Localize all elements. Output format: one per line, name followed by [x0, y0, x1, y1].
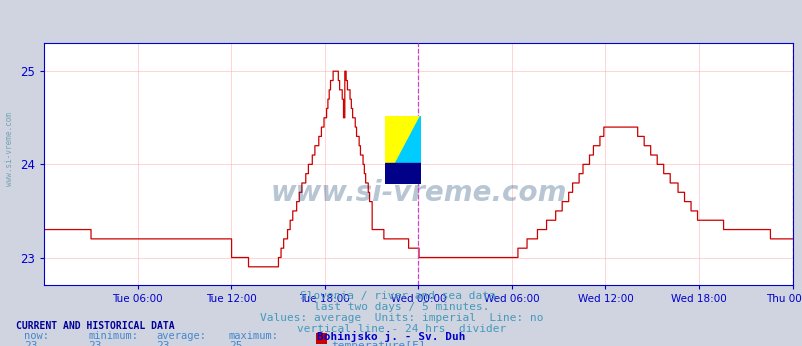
Text: 23: 23 — [24, 341, 38, 346]
Text: www.si-vreme.com: www.si-vreme.com — [269, 180, 566, 207]
Text: 23: 23 — [88, 341, 102, 346]
Text: now:: now: — [24, 331, 49, 342]
Text: Bohinjsko j. - Sv. Duh: Bohinjsko j. - Sv. Duh — [317, 331, 465, 343]
Text: 23: 23 — [156, 341, 170, 346]
Text: Slovenia / river and sea data.: Slovenia / river and sea data. — [300, 291, 502, 301]
Text: Values: average  Units: imperial  Line: no: Values: average Units: imperial Line: no — [259, 313, 543, 323]
Text: vertical line - 24 hrs  divider: vertical line - 24 hrs divider — [297, 324, 505, 334]
Text: last two days / 5 minutes.: last two days / 5 minutes. — [314, 302, 488, 312]
Text: www.si-vreme.com: www.si-vreme.com — [5, 112, 14, 186]
Text: minimum:: minimum: — [88, 331, 138, 342]
Text: average:: average: — [156, 331, 206, 342]
Text: maximum:: maximum: — [229, 331, 278, 342]
Text: 25: 25 — [229, 341, 242, 346]
Text: CURRENT AND HISTORICAL DATA: CURRENT AND HISTORICAL DATA — [16, 321, 175, 331]
Text: temperature[F]: temperature[F] — [331, 341, 426, 346]
